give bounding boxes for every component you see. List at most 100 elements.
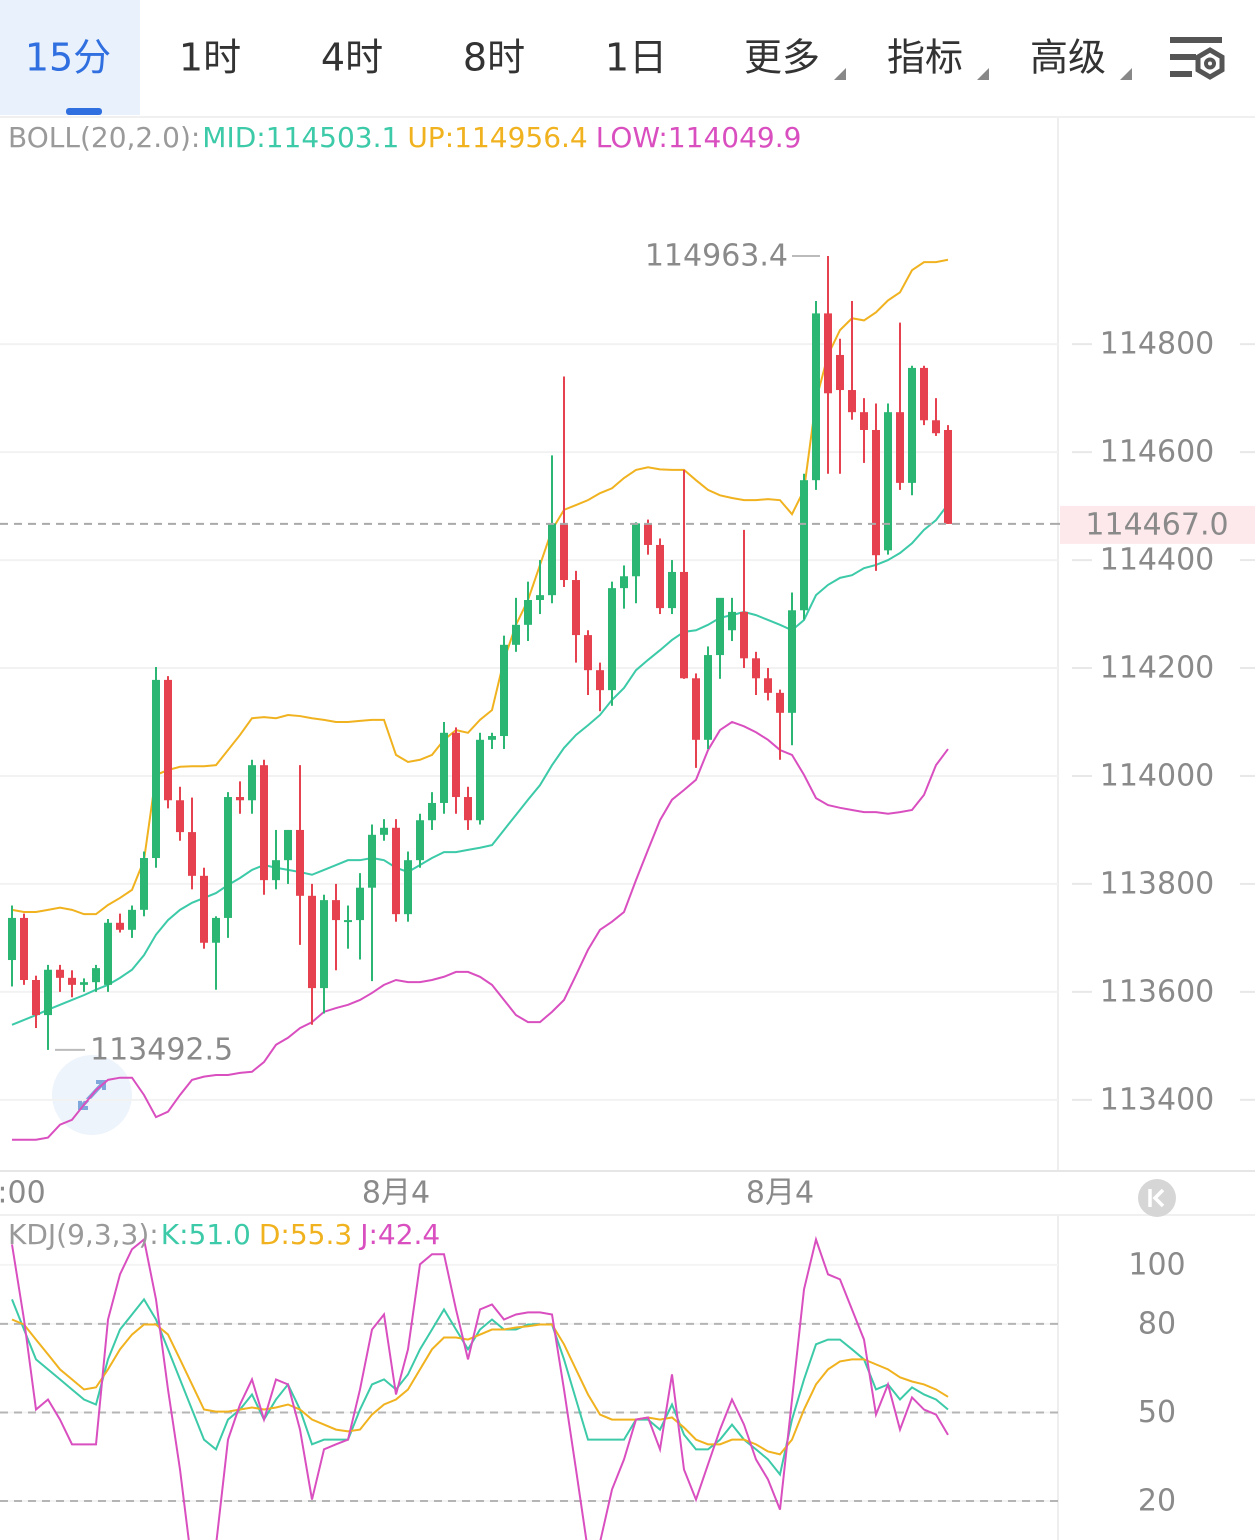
y-tick-label: 50 [1138,1395,1176,1430]
candle-body [692,678,700,740]
candle-body [920,367,928,421]
candle-body [296,829,304,896]
candle-body [656,544,664,609]
settings-icon[interactable] [1170,37,1225,80]
candle-body [524,600,532,625]
candle-body [224,797,232,918]
candle-body [212,917,220,943]
y-tick-label: 20 [1138,1484,1176,1519]
y-tick-label: 113600 [1100,974,1215,1009]
legend-title: KDJ(9,3,3): [8,1218,159,1251]
candle-body [404,860,412,915]
tab-indicator [66,108,102,115]
scroll-latest-button[interactable] [1138,1179,1176,1217]
candle-body [632,523,640,577]
candle-body [32,980,40,1016]
candle-body [824,313,832,394]
candle-body [896,412,904,483]
candle-body [680,571,688,679]
candle-body [620,576,628,589]
tab[interactable]: 15分 [25,36,111,80]
main-plot [0,255,1058,1141]
candle-body [464,797,472,821]
candle-body [488,736,496,740]
candle-body [572,580,580,636]
candle-body [44,969,52,1016]
candle-body [128,909,136,930]
candle-body [392,827,400,915]
candle-body [92,968,100,983]
candle-body [308,895,316,989]
tab[interactable]: 8时 [463,36,525,80]
candle-body [188,832,196,876]
candle-body [152,679,160,859]
tab[interactable]: 更多 [744,36,820,80]
candle-body [800,480,808,611]
tab[interactable]: 高级 [1030,36,1106,80]
y-tick-label: 114400 [1100,543,1215,578]
tab[interactable]: 1时 [179,36,241,80]
candle-body [356,887,364,921]
candle-body [20,917,28,981]
tab[interactable]: 4时 [321,36,383,80]
x-tick-label: 6:00 [0,1176,46,1211]
y-tick-label: 114000 [1100,758,1215,793]
candle-body [260,765,268,881]
dropdown-arrow [977,68,989,80]
candle-body [860,412,868,430]
current-price-label: 114467.0 [1085,507,1228,542]
dropdown-arrow [834,68,846,80]
legend-entry: D:55.3 [259,1218,352,1251]
y-tick-label: 113400 [1100,1082,1215,1117]
candle-body [608,588,616,691]
candle-body [668,571,676,609]
tab-selected-bg [0,0,140,115]
candle-body [584,635,592,671]
candle-body [884,412,892,551]
candle-body [644,523,652,545]
legend-entry: MID:114503.1 [202,121,399,154]
legend-entry: J:42.4 [358,1218,440,1251]
candle-body [776,692,784,713]
labels: 113400 113600 113800 114000 114200 114400 1146… [0,121,1255,1519]
candle-body [416,820,424,861]
candle-body [116,922,124,930]
tab-bar: 15分 1时 4时 8时 1日 更多 指标 高级 [25,36,1225,80]
y-tick-label: 114200 [1100,651,1215,686]
candle-body [932,420,940,434]
candle-body [272,860,280,881]
kdj-line [11,1235,949,1540]
candle-body [752,658,760,679]
candle-body [788,610,796,713]
y-tick-label: 114800 [1100,327,1215,362]
tab[interactable]: 指标 [887,36,963,80]
legend-entry: UP:114956.4 [407,121,587,154]
candle-body [320,900,328,989]
candle-body [728,611,736,631]
candle-body [248,765,256,801]
tab[interactable]: 1日 [605,36,667,80]
candle-body [740,611,748,659]
candle-body [8,917,16,961]
candle-body [452,732,460,798]
candle-body [836,354,844,391]
candle-body [344,920,352,923]
candle-body [176,800,184,833]
candle-body [380,827,388,835]
candle-body [140,858,148,910]
x-tick-label: 8月4 [362,1176,430,1211]
candle-body [560,523,568,581]
candle-body [68,977,76,985]
boll-line [12,720,949,1141]
legend-title: BOLL(20,2.0): [8,121,200,154]
high-label: 114963.4 [645,238,788,273]
current-price-box [1060,505,1255,544]
y-tick-label: 80 [1138,1306,1176,1341]
y-tick-label: 100 [1128,1247,1185,1282]
candle-body [236,797,244,801]
low-label: 113492.5 [90,1032,233,1067]
legend-entry: K:51.0 [161,1218,251,1251]
y-tick-label: 114600 [1100,435,1215,470]
candle-body [536,595,544,601]
